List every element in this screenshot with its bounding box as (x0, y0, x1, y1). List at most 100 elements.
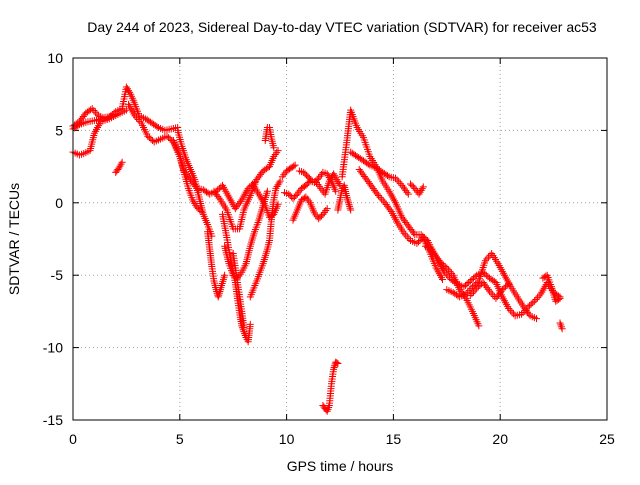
plot-frame (72, 57, 608, 421)
data-point-marker (315, 215, 323, 223)
data-point-marker (483, 255, 491, 263)
data-point-marker (413, 239, 421, 247)
data-point-marker (93, 110, 101, 118)
data-point-marker (409, 183, 417, 191)
data-point-marker (470, 274, 477, 282)
data-point-marker (197, 207, 205, 215)
data-point-marker (270, 144, 278, 152)
data-point-marker (215, 194, 223, 202)
data-point-marker (476, 281, 484, 289)
data-point-marker (374, 192, 382, 200)
data-point-marker (300, 168, 308, 176)
data-point-marker (118, 158, 126, 166)
x-tick-label: 15 (386, 431, 402, 447)
data-point-marker (444, 266, 452, 274)
data-point-marker (74, 122, 82, 130)
data-point-marker (533, 315, 541, 323)
data-point-marker (144, 132, 152, 140)
data-point-marker (395, 178, 403, 186)
y-tick-label: -15 (43, 412, 63, 428)
data-point-marker (215, 184, 223, 192)
data-point-marker (403, 233, 411, 241)
data-point-marker (332, 187, 340, 195)
data-point-marker (240, 323, 248, 331)
data-point-marker (307, 176, 315, 184)
data-point-marker (532, 295, 540, 303)
data-point-marker (334, 360, 342, 368)
data-point-marker (300, 194, 308, 202)
data-point-marker (379, 197, 387, 205)
data-point-marker (147, 135, 155, 143)
data-point-marker (376, 193, 384, 201)
x-axis-label: GPS time / hours (287, 458, 394, 474)
data-point-marker (304, 173, 312, 181)
x-tick-label: 5 (176, 431, 184, 447)
data-point-marker (502, 283, 510, 291)
y-tick-label: 0 (55, 195, 63, 211)
data-point-marker (290, 193, 298, 201)
data-point-marker (503, 281, 511, 289)
data-point-marker (122, 83, 130, 91)
data-point-marker (343, 195, 351, 203)
data-point-marker (526, 302, 534, 310)
data-point-marker (557, 321, 565, 329)
data-point-marker (215, 291, 223, 299)
data-point-marker (325, 177, 333, 185)
y-tick-label: -5 (51, 267, 64, 283)
data-point-marker (166, 135, 174, 143)
data-point-marker (452, 279, 460, 287)
data-point-marker (215, 289, 223, 297)
data-point-marker (194, 205, 202, 213)
data-point-marker (384, 172, 392, 180)
data-point-marker (303, 171, 311, 179)
data-point-marker (196, 206, 204, 214)
data-point-marker (497, 287, 505, 295)
data-point-marker (441, 268, 449, 276)
data-points (69, 83, 566, 415)
data-point-marker (303, 180, 311, 188)
data-point-marker (302, 181, 310, 189)
data-point-marker (346, 204, 354, 212)
data-point-marker (466, 277, 474, 285)
data-point-marker (446, 268, 454, 276)
data-point-marker (419, 232, 427, 240)
data-point-marker (468, 276, 476, 284)
data-point-marker (466, 291, 474, 299)
data-point-marker (462, 290, 470, 298)
data-point-marker (133, 114, 141, 122)
data-point-marker (344, 197, 352, 205)
data-point-marker (473, 284, 481, 292)
data-point-marker (274, 181, 282, 189)
data-point-marker (444, 272, 452, 280)
data-point-marker (301, 170, 309, 178)
data-point-marker (236, 198, 244, 206)
data-point-marker (557, 323, 565, 331)
data-point-marker (373, 190, 381, 198)
data-point-marker (419, 183, 427, 191)
data-point-marker (505, 305, 513, 313)
data-point-marker (484, 285, 492, 293)
data-point-marker (396, 180, 404, 188)
data-point-marker (392, 174, 400, 182)
data-point-marker (508, 308, 516, 316)
data-point-marker (285, 190, 293, 198)
data-point-marker (345, 201, 353, 209)
data-point-marker (378, 195, 386, 203)
data-point-marker (463, 280, 471, 288)
y-tick-label: 5 (55, 122, 63, 138)
data-point-marker (274, 200, 282, 208)
data-point-marker (415, 190, 423, 198)
data-point-marker (445, 274, 453, 282)
data-point-marker (145, 134, 153, 142)
data-point-marker (136, 117, 144, 125)
data-point-marker (535, 292, 543, 300)
data-point-marker (482, 271, 490, 279)
data-point-marker (518, 310, 526, 318)
data-point-marker (442, 270, 450, 278)
data-point-marker (460, 283, 468, 291)
data-point-marker (345, 199, 353, 207)
data-point-marker (131, 112, 139, 120)
data-point-marker (500, 284, 508, 292)
